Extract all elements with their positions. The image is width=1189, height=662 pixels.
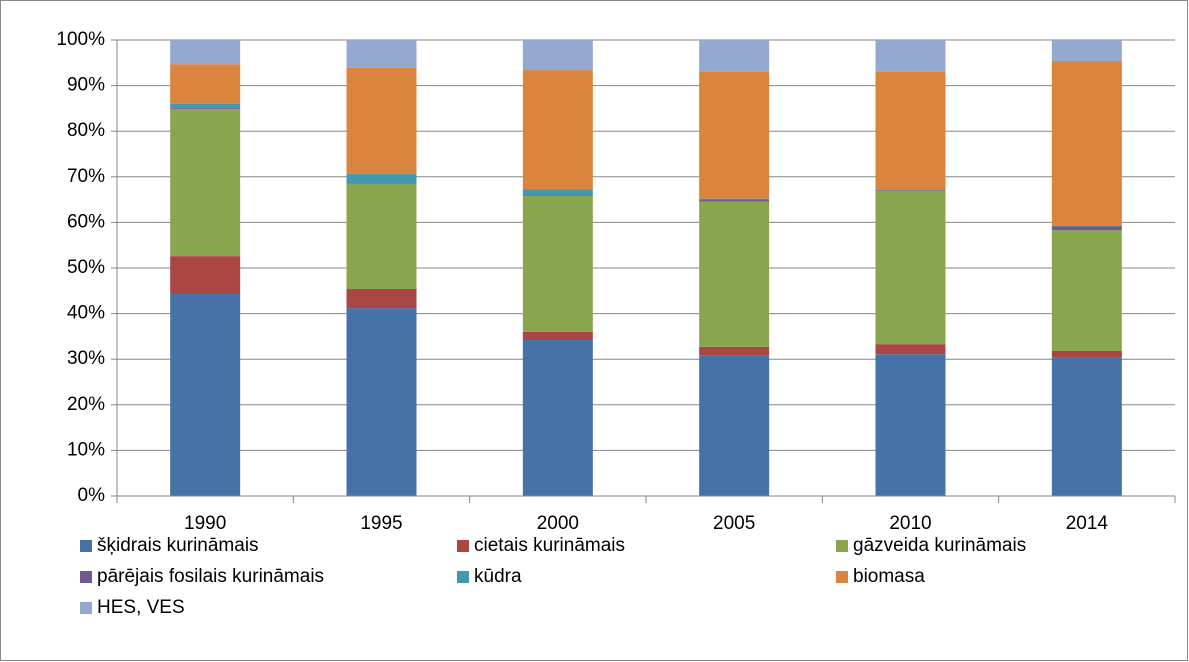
bar-segment (170, 293, 241, 496)
bar-segment (1051, 226, 1122, 231)
x-tick-label: 2000 (537, 513, 579, 534)
legend-swatch (836, 540, 848, 552)
bar-segment (1051, 357, 1122, 496)
bar-segment (346, 67, 417, 175)
bar-segment (346, 40, 417, 68)
bar-segment (346, 184, 417, 289)
bar-segment (170, 40, 241, 65)
bar-segment (170, 108, 241, 257)
bar-segment (699, 40, 770, 72)
bar-segment (522, 70, 593, 190)
bar-segment (522, 340, 593, 496)
bar-segment (1051, 40, 1122, 61)
legend-swatch (457, 571, 469, 583)
bar-segment (522, 331, 593, 341)
bar-segment (1051, 350, 1122, 358)
y-tick-label: 50% (67, 257, 105, 278)
y-tick-label: 40% (67, 303, 105, 324)
bar-segment (875, 40, 946, 72)
x-tick-label: 2014 (1066, 513, 1109, 534)
legend-label: kūdra (474, 566, 522, 587)
legend-swatch (457, 540, 469, 552)
legend-label: biomasa (853, 566, 925, 587)
bar-segment (699, 355, 770, 496)
y-tick-label: 30% (67, 348, 105, 369)
y-tick-label: 100% (56, 29, 105, 50)
legend-label: HES, VES (97, 597, 185, 618)
bar-segment (346, 288, 417, 309)
y-tick-label: 90% (67, 75, 105, 96)
y-tick-label: 70% (67, 166, 105, 187)
bar-segment (170, 103, 241, 108)
y-tick-label: 10% (67, 439, 105, 460)
legend-swatch (80, 571, 92, 583)
legend-label: šķidrais kurināmais (97, 535, 259, 556)
legend-label: cietais kurināmais (474, 535, 625, 556)
bar-segment (875, 71, 946, 191)
bar-segment (170, 256, 241, 294)
x-tick-label: 1995 (360, 513, 402, 534)
x-tick-label: 2005 (713, 513, 755, 534)
bar-segment (875, 190, 946, 345)
bar-segment (875, 344, 946, 355)
bar-segment (170, 107, 241, 109)
y-tick-label: 80% (67, 120, 105, 141)
bar-segment (170, 64, 241, 104)
bar-segment (346, 308, 417, 496)
bar-segment (699, 201, 770, 347)
bar-segment (699, 199, 770, 202)
bar-segment (522, 189, 593, 196)
bar-segment (346, 174, 417, 184)
bar-segment (699, 71, 770, 199)
y-tick-label: 60% (67, 211, 105, 232)
bar-segment (699, 346, 770, 356)
y-tick-label: 20% (67, 394, 105, 415)
legend-swatch (836, 571, 848, 583)
bar-segment (875, 354, 946, 496)
legend-label: gāzveida kurināmais (853, 535, 1026, 556)
y-tick-label: 0% (78, 485, 106, 506)
x-tick-label: 1990 (184, 513, 226, 534)
bar-segment (1051, 230, 1122, 351)
bar-segment (522, 195, 593, 332)
bar-segment (1051, 60, 1122, 227)
x-tick-label: 2010 (889, 513, 931, 534)
legend-label: pārējais fosilais kurināmais (97, 566, 324, 587)
legend-swatch (80, 602, 92, 614)
bar-segment (522, 40, 593, 71)
legend-swatch (80, 540, 92, 552)
